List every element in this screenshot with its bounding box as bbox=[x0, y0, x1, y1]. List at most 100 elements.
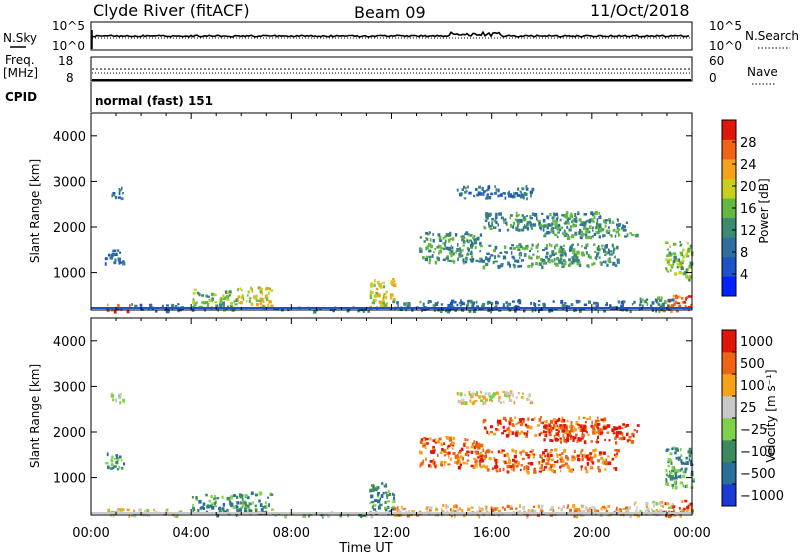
data-cell bbox=[496, 428, 500, 432]
data-cell bbox=[469, 399, 472, 403]
data-cell bbox=[629, 310, 632, 313]
data-cell bbox=[603, 219, 606, 223]
data-cell bbox=[454, 233, 458, 237]
data-cell bbox=[426, 237, 429, 241]
data-cell bbox=[465, 446, 469, 449]
data-cell bbox=[508, 397, 511, 400]
data-cell bbox=[500, 216, 504, 220]
data-cell bbox=[681, 300, 684, 304]
data-cell bbox=[464, 438, 467, 442]
data-cell bbox=[577, 426, 580, 429]
data-cell bbox=[467, 301, 470, 305]
data-cell bbox=[472, 236, 475, 240]
data-cell bbox=[568, 248, 573, 252]
time-tick-label: 12:00 bbox=[373, 526, 410, 541]
data-cell bbox=[238, 508, 242, 512]
data-cell bbox=[568, 228, 572, 232]
data-cell bbox=[484, 227, 487, 230]
data-cell bbox=[544, 232, 548, 235]
data-cell bbox=[138, 508, 142, 512]
data-cell bbox=[612, 228, 616, 232]
data-cell bbox=[522, 218, 525, 221]
data-cell bbox=[396, 301, 399, 305]
data-cell bbox=[686, 461, 689, 465]
data-cell bbox=[521, 396, 524, 399]
data-cell bbox=[259, 301, 262, 305]
data-cell bbox=[557, 506, 560, 509]
data-cell bbox=[592, 430, 595, 435]
data-cell bbox=[614, 255, 616, 259]
data-cell bbox=[519, 253, 522, 257]
data-cell bbox=[558, 453, 562, 456]
data-cell bbox=[570, 303, 574, 307]
data-cell bbox=[259, 503, 263, 508]
data-cell bbox=[508, 399, 513, 402]
data-cell bbox=[499, 468, 501, 472]
data-cell bbox=[591, 420, 593, 425]
colorbar-swatch bbox=[722, 374, 736, 397]
data-cell bbox=[560, 456, 563, 459]
data-cell bbox=[607, 455, 610, 458]
data-cell bbox=[491, 450, 493, 454]
data-cell bbox=[506, 504, 510, 508]
data-cell bbox=[605, 509, 609, 512]
data-cell bbox=[236, 501, 240, 505]
data-cell bbox=[530, 301, 532, 305]
data-cell bbox=[614, 234, 617, 238]
data-cell bbox=[536, 255, 538, 260]
data-cell bbox=[456, 461, 459, 465]
data-cell bbox=[270, 493, 274, 496]
data-cell bbox=[668, 258, 672, 261]
data-cell bbox=[495, 300, 498, 305]
data-cell bbox=[422, 302, 425, 306]
data-cell bbox=[608, 218, 611, 222]
data-cell bbox=[601, 461, 604, 465]
data-cell bbox=[226, 496, 230, 501]
data-cell bbox=[631, 432, 635, 437]
data-cell bbox=[514, 416, 516, 419]
data-cell bbox=[604, 253, 607, 257]
data-cell bbox=[669, 473, 671, 476]
colorbar-tick-label: 24 bbox=[740, 158, 757, 173]
colorbar-swatch bbox=[722, 120, 736, 140]
data-cell bbox=[459, 455, 463, 459]
data-cell bbox=[593, 215, 596, 220]
data-cell bbox=[511, 419, 514, 422]
time-tick-label: 00:00 bbox=[673, 526, 710, 541]
data-cell bbox=[495, 428, 498, 431]
data-cell bbox=[439, 239, 443, 242]
data-cell bbox=[490, 395, 494, 399]
data-cell bbox=[234, 303, 238, 306]
data-cell bbox=[478, 514, 481, 519]
data-cell bbox=[419, 440, 423, 444]
data-cell bbox=[563, 233, 566, 236]
data-cell bbox=[615, 426, 619, 431]
data-cell bbox=[657, 303, 661, 307]
data-cell bbox=[452, 436, 455, 441]
data-cell bbox=[491, 221, 493, 225]
data-cell bbox=[557, 426, 561, 430]
data-cell bbox=[513, 264, 516, 268]
data-cell bbox=[582, 425, 587, 429]
data-cell bbox=[546, 457, 549, 461]
data-cell bbox=[223, 304, 225, 308]
data-cell bbox=[451, 302, 453, 306]
data-cell bbox=[387, 489, 390, 493]
colorbar-swatch bbox=[722, 396, 736, 419]
data-cell bbox=[588, 235, 592, 239]
data-cell bbox=[612, 432, 616, 435]
data-cell bbox=[529, 222, 532, 226]
data-cell bbox=[591, 506, 595, 509]
data-cell bbox=[515, 245, 519, 249]
data-cell bbox=[569, 424, 573, 429]
data-cell bbox=[526, 197, 528, 201]
data-cell bbox=[569, 245, 573, 250]
data-cell bbox=[420, 451, 423, 455]
data-cell bbox=[225, 295, 230, 299]
data-cell bbox=[531, 449, 535, 452]
data-cell bbox=[667, 460, 670, 464]
data-cell bbox=[496, 506, 499, 510]
data-cell bbox=[394, 514, 398, 517]
